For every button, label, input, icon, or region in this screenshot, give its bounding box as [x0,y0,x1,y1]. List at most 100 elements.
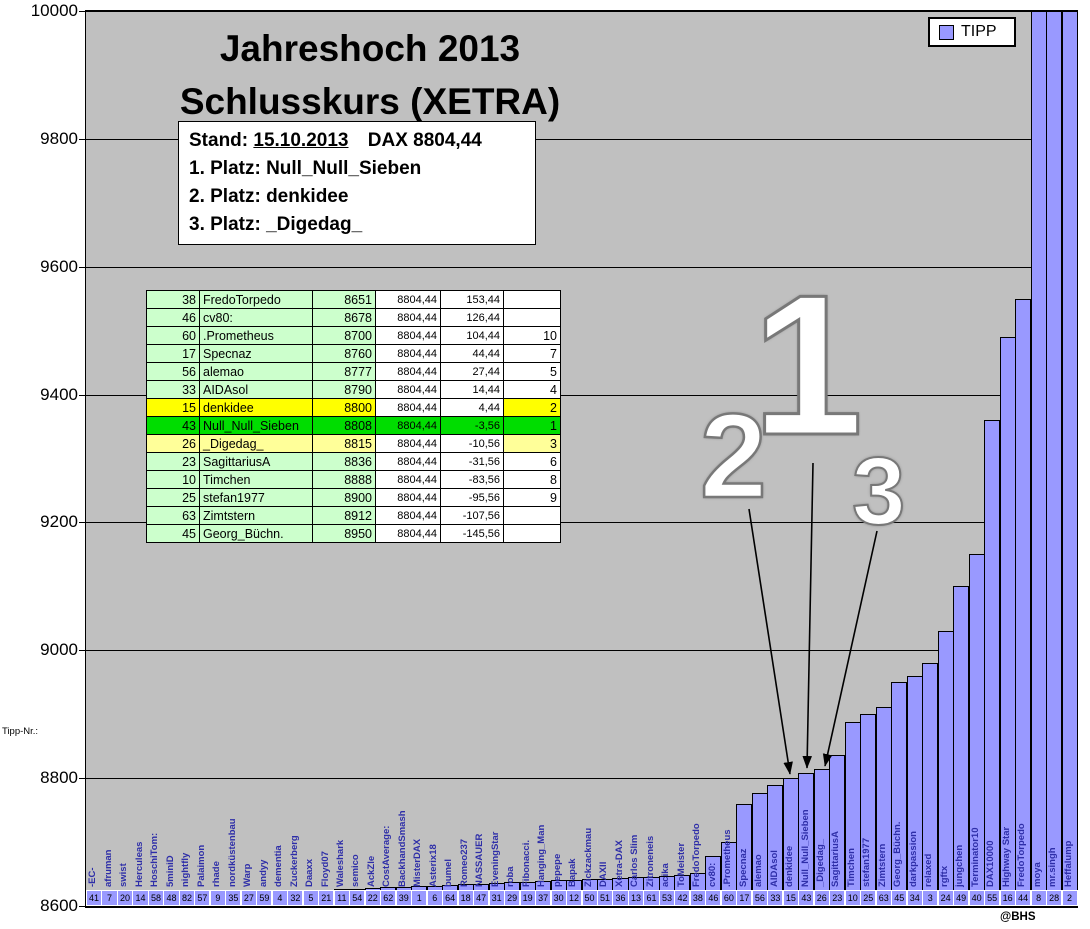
bar-tipp-nr: 37 [535,890,552,906]
bar-label-Null_Null_Sieben: Null_Null_Sieben [799,809,811,887]
bar-label-Hanging_Man: Hanging_Man [536,824,548,887]
bar-Heffalump [1061,11,1078,906]
table-row-denkidee: 15 denkidee 8800 8804,44 4,44 2 [146,398,561,417]
bar-tipp-nr: 7 [101,890,118,906]
cell-diff: -145,56 [440,524,504,543]
platz-3-line: 3. Platz: _Digedag_ [189,214,363,235]
bar-tipp-nr: 18 [457,890,474,906]
cell-name: _Digedag_ [199,434,313,453]
bar-tipp-nr: 6 [426,890,443,906]
bar-label-Zimtstern: Zimtstern [876,843,888,887]
table-row-stefan1977: 25 stefan1977 8900 8804,44 -95,56 9 [146,488,561,507]
cell-dax: 8804,44 [375,362,441,381]
bar-tipp-nr: 82 [178,890,195,906]
cell-diff: -95,56 [440,488,504,507]
bar-label-semico: semico [350,854,362,887]
y-tick-mark [79,138,85,140]
plot-area: 41 -EC- 7 afruman 20 swist 14 Herculeas 58 Hoschi… [85,10,1078,908]
bar-tipp-nr: 62 [380,890,397,906]
cell-dax: 8804,44 [375,488,441,507]
bar-label-Warp: Warp [242,863,254,887]
gridline-8800 [86,778,1077,780]
bar-tipp-nr: 47 [473,890,490,906]
bar-label-HoschiTom:: HoschiTom: [149,832,161,887]
cell-diff: -107,56 [440,506,504,525]
cell-tipp: 8651 [312,290,376,309]
cell-diff: 27,44 [440,362,504,381]
bar-label-stefan1977: stefan1977 [861,837,873,887]
y-tick-label-9000: 9000 [40,640,78,660]
cell-diff: -3,56 [440,416,504,435]
bar-label-_Digedag_: _Digedag_ [815,838,826,887]
cell-tipp-nr: 46 [146,308,200,327]
bar-label-afruman: afruman [102,849,114,887]
ranking-table: 38 FredoTorpedo 8651 8804,44 153,44 46 cv80: 86… [146,290,561,543]
cell-platz: 3 [503,434,561,453]
bar-tipp-nr: 60 [720,890,737,906]
bar-tipp-nr: 39 [395,890,412,906]
bar-rgftx [937,631,954,906]
legend-swatch-tipp [939,24,954,40]
table-row-.Prometheus: 60 .Prometheus 8700 8804,44 104,44 10 [146,326,561,345]
bar-tipp-nr: 21 [318,890,335,906]
bar-tipp-nr: 46 [705,890,722,906]
cell-tipp: 8700 [312,326,376,345]
cell-platz [503,506,561,525]
y-tick-label-8800: 8800 [40,768,78,788]
cell-tipp-nr: 56 [146,362,200,381]
bar-label-Romeo237: Romeo237 [458,838,470,887]
bar-tipp-nr: 40 [968,890,985,906]
bar-label-swist: swist [118,863,130,887]
bar-tipp-nr: 17 [736,890,753,906]
cell-name: .Prometheus [199,326,313,345]
big-rank-1-numeral: 1 [750,254,864,477]
bar-label-pepepe: pepepe [551,853,563,887]
cell-dax: 8804,44 [375,290,441,309]
table-row-Georg_Büchn.: 45 Georg_Büchn. 8950 8804,44 -145,56 [146,524,561,543]
cell-tipp-nr: 60 [146,326,200,345]
table-row-SagittariusA: 23 SagittariusA 8836 8804,44 -31,56 6 [146,452,561,471]
bar-AIDAsol [767,784,784,906]
gridline-9800 [86,138,1077,140]
bar-label-moya: moya [1031,862,1043,887]
bar-label-nordküstenbau: nordküstenbau [226,818,238,887]
status-info-box: Stand: 15.10.2013 DAX 8804,44 1. Platz: … [178,121,536,245]
cell-tipp-nr: 45 [146,524,200,543]
cell-dax: 8804,44 [375,308,441,327]
cell-tipp: 8900 [312,488,376,507]
bar-label-mr.singh: mr.singh [1047,847,1059,887]
bar-label-Daaxx: Daaxx [304,859,316,887]
bar-label-BackhandSmash: BackhandSmash [396,810,408,887]
bar-tipp-nr: 12 [566,890,583,906]
cell-tipp: 8790 [312,380,376,399]
cell-diff: 14,44 [440,380,504,399]
cell-dax: 8804,44 [375,506,441,525]
bar-tipp-nr: 51 [596,890,614,906]
bar-tipp-nr: 48 [163,890,180,906]
cell-tipp: 8808 [312,416,376,435]
cell-diff: -83,56 [440,470,504,489]
cell-tipp: 8800 [312,398,376,417]
table-row-_Digedag_: 26 _Digedag_ 8815 8804,44 -10,56 3 [146,434,561,453]
y-tick-label-9400: 9400 [40,384,78,404]
bar-label-acika: acika [660,863,672,887]
bar-tipp-nr: 11 [333,890,350,906]
bar-label-Heffalump: Heffalump [1062,840,1074,887]
bar-tipp-nr: 43 [798,890,815,906]
table-row-alemao: 56 alemao 8777 8804,44 27,44 5 [146,362,561,381]
bar-label-Herculeas: Herculeas [133,841,145,887]
bar-label-Zitroneneis: Zitroneneis [644,835,656,887]
bar-label-Asterix18: Asterix18 [427,844,439,887]
bar-label-cv80:: cv80: [706,862,718,887]
bar-tipp-nr: 45 [891,890,908,906]
bar-tipp-nr: 61 [643,890,660,906]
bar-label-rhade: rhade [211,861,223,887]
bar-label-rgftx: rgftx [938,865,950,887]
bar-label-SagittariusA: SagittariusA [830,831,842,887]
bar-label-alemao: alemao [753,854,765,887]
bar-label-FredoTorpedo: FredoTorpedo [1016,823,1028,887]
cell-name: Specnaz [199,344,313,363]
bar-mr.singh [1046,11,1063,906]
bar-label-roba: roba [505,866,517,887]
cell-name: Zimtstern [199,506,313,525]
